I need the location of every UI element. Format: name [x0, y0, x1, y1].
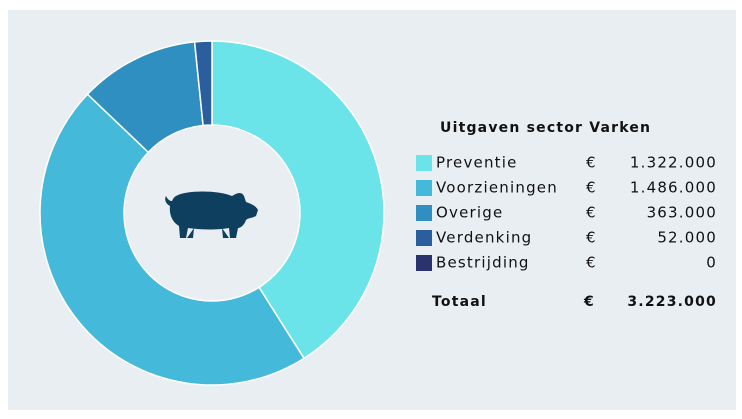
- legend: Preventie €1.322.000 Voorzieningen €1.486.0…: [416, 154, 717, 272]
- total-currency: €: [583, 294, 595, 310]
- legend-swatch: [416, 205, 432, 221]
- legend-value: 363.000: [647, 204, 717, 222]
- legend-value: 52.000: [657, 229, 717, 247]
- legend-label: Overige: [436, 204, 503, 222]
- legend-label: Preventie: [436, 154, 518, 172]
- donut-slice: [39, 93, 306, 386]
- legend-label: Voorzieningen: [436, 179, 558, 197]
- total-name: Totaal: [432, 294, 487, 310]
- legend-swatch: [416, 255, 432, 271]
- legend-swatch: [416, 155, 432, 171]
- legend-currency: €: [586, 204, 597, 222]
- legend-currency: €: [586, 154, 597, 172]
- donut-slice: [211, 40, 385, 360]
- legend-currency: €: [586, 229, 597, 247]
- legend-value: 1.322.000: [630, 154, 717, 172]
- legend-label: Bestrijding: [436, 254, 530, 272]
- legend-value: 0: [706, 254, 717, 272]
- legend-swatch: [416, 180, 432, 196]
- donut: [39, 40, 385, 386]
- donut-slice: [193, 40, 213, 127]
- legend-swatch: [416, 230, 432, 246]
- legend-label: Verdenking: [436, 229, 532, 247]
- pig-icon: [165, 191, 258, 238]
- legend-currency: €: [586, 179, 597, 197]
- legend-currency: €: [586, 254, 597, 272]
- total-value: 3.223.000: [627, 294, 717, 310]
- legend-value: 1.486.000: [630, 179, 717, 197]
- legend-title: Uitgaven sector Varken: [440, 120, 651, 136]
